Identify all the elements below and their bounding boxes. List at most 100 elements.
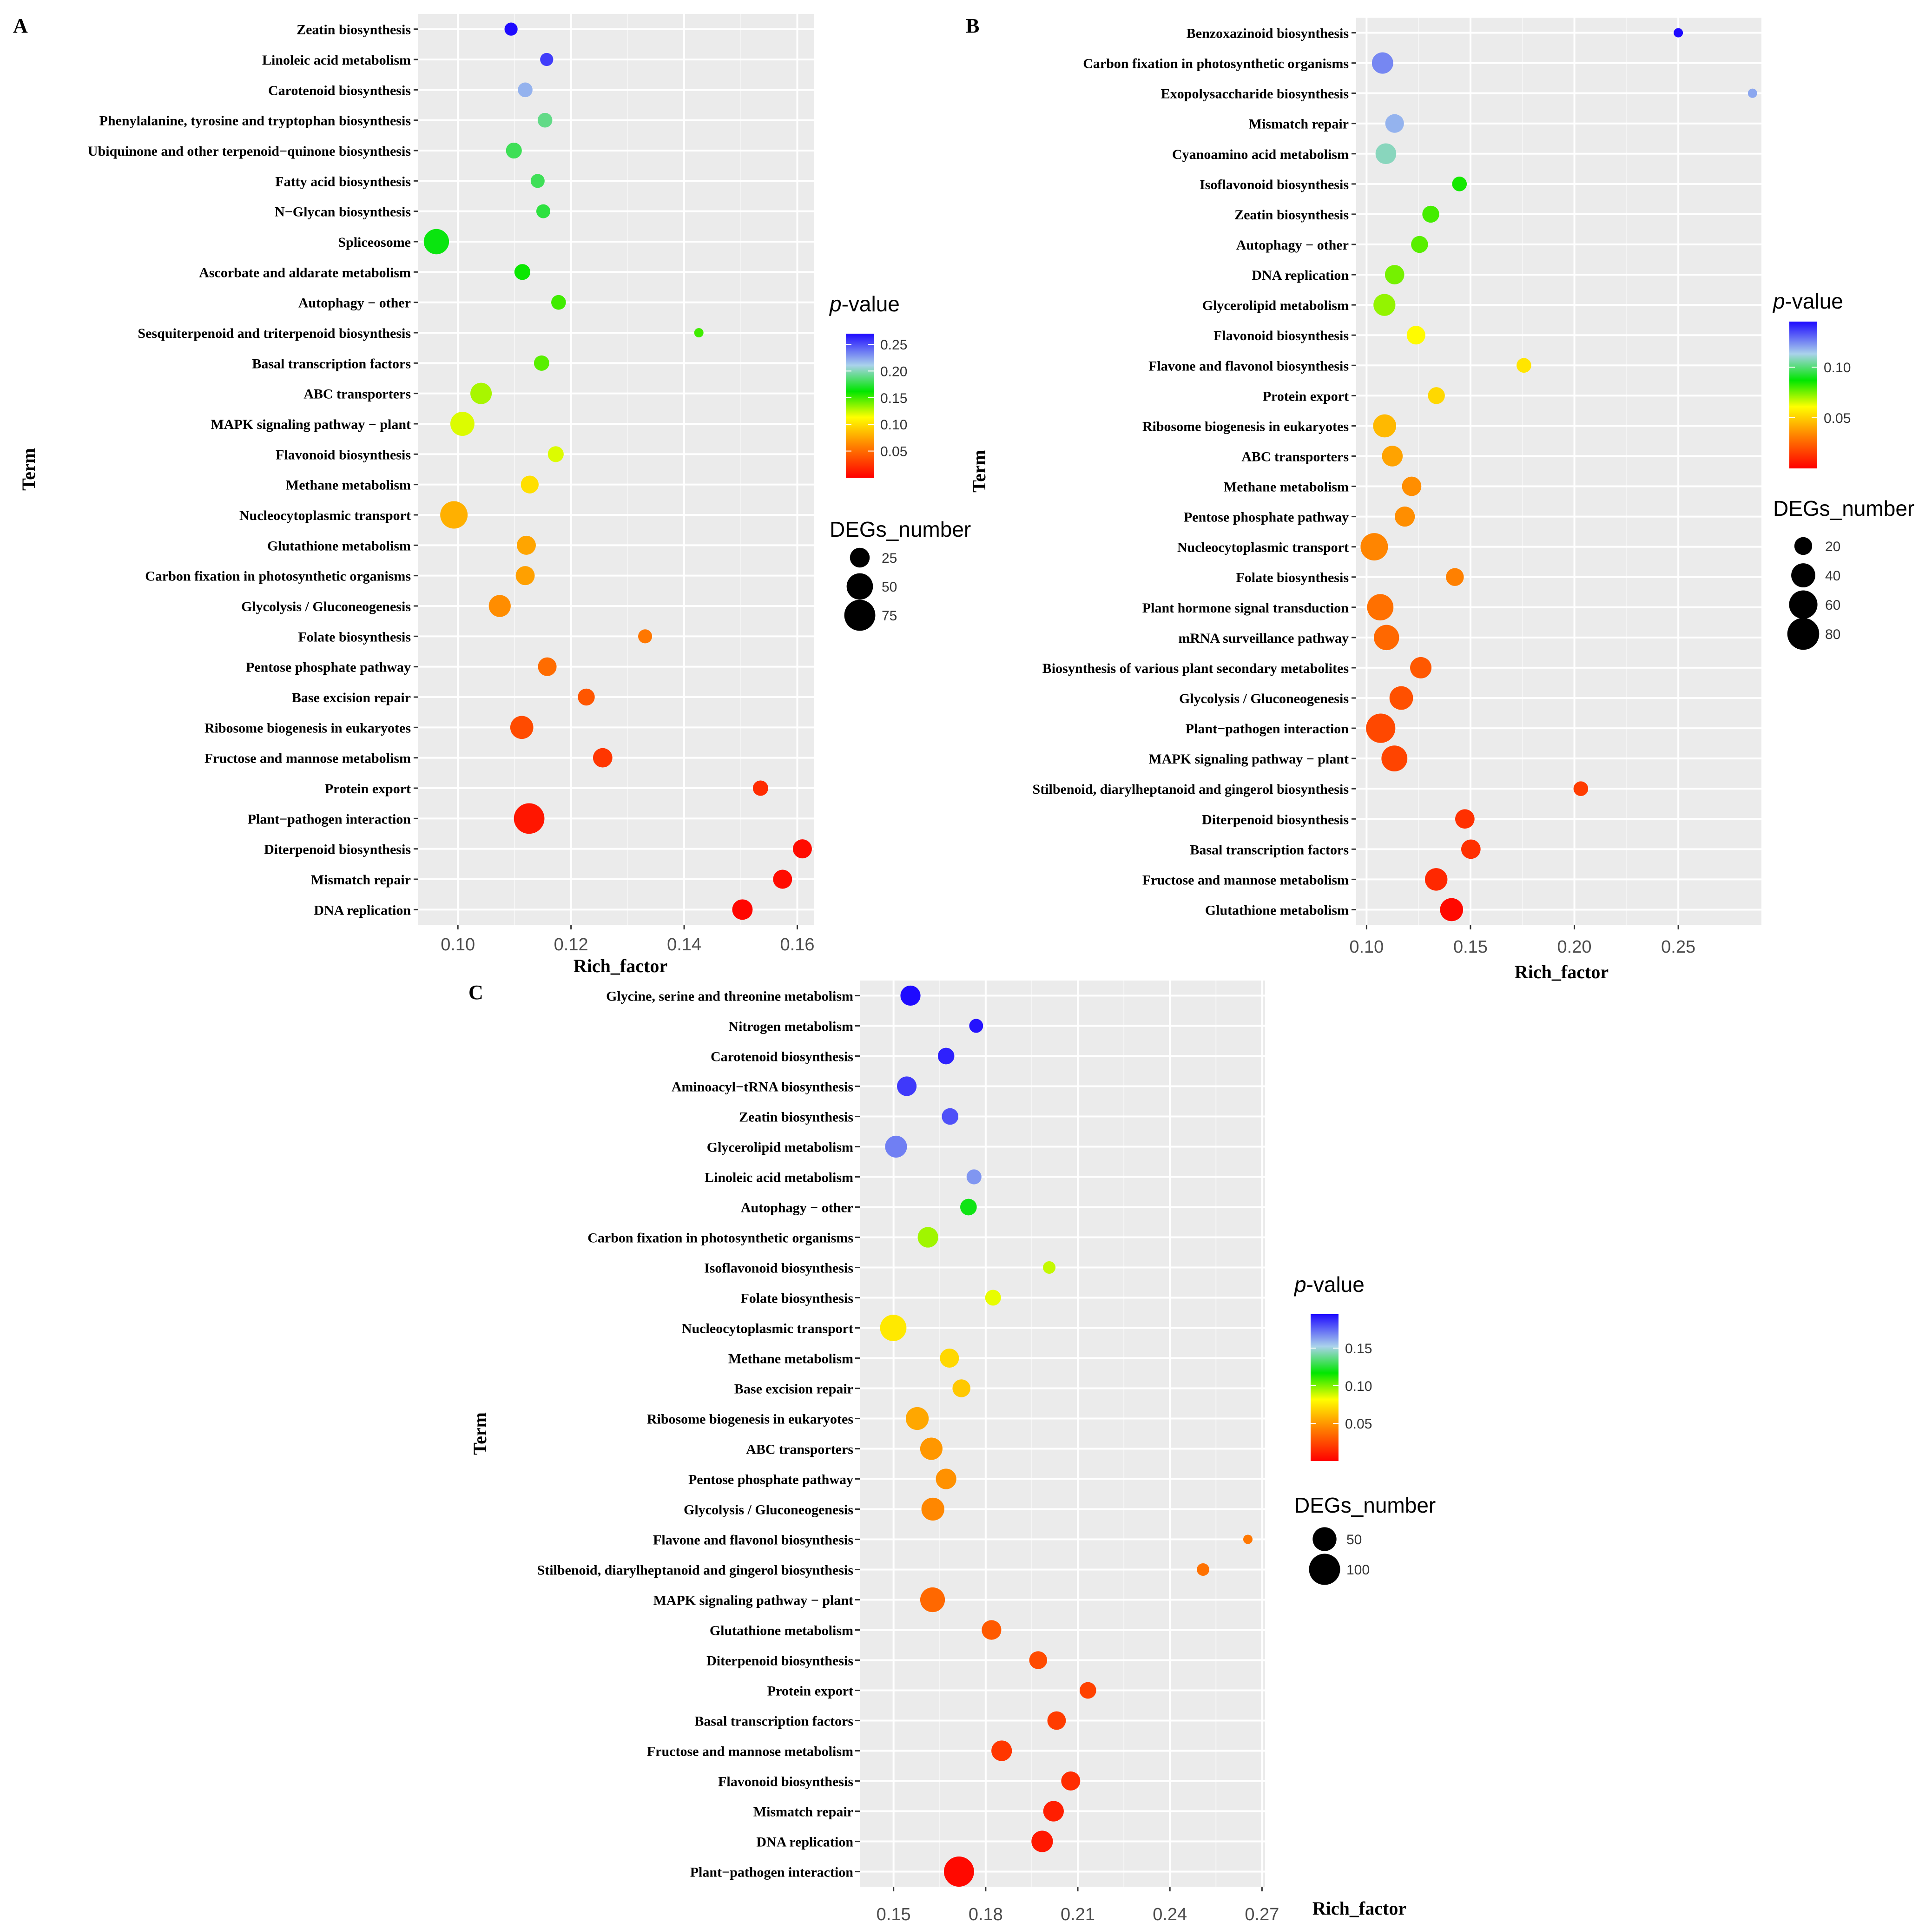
term-label: Carbon fixation in photosynthetic organi…	[145, 569, 411, 584]
pvalue-legend-title-p: p	[1293, 1272, 1306, 1297]
term-label: Fructose and mannose metabolism	[1142, 872, 1349, 888]
term-label: Folate biosynthesis	[740, 1291, 853, 1306]
data-point	[578, 688, 595, 706]
x-tick-label: 0.14	[667, 935, 701, 955]
data-point	[885, 1135, 907, 1158]
x-tick-label: 0.25	[1661, 937, 1695, 957]
term-label: Zeatin biosynthesis	[297, 22, 411, 38]
term-label: Glycine, serine and threonine metabolism	[606, 989, 853, 1004]
data-point	[1747, 88, 1757, 98]
colorbar	[846, 334, 874, 478]
data-point	[1385, 265, 1404, 284]
colorbar-tick-label: 0.15	[880, 391, 907, 406]
term-label: MAPK signaling pathway − plant	[653, 1593, 853, 1608]
data-point	[905, 1407, 929, 1430]
term-label: Carotenoid biosynthesis	[711, 1049, 853, 1065]
term-label: Isoflavonoid biosynthesis	[704, 1261, 853, 1276]
term-label: Glycerolipid metabolism	[707, 1140, 853, 1155]
y-axis-title: Term	[969, 450, 989, 493]
term-label: Linoleic acid metabolism	[705, 1170, 853, 1185]
term-label: Methane metabolism	[1224, 480, 1349, 495]
data-point	[966, 1169, 982, 1185]
term-label: Plant−pathogen interaction	[248, 811, 411, 827]
data-point	[1079, 1682, 1096, 1699]
term-label: DNA replication	[756, 1835, 853, 1850]
data-point	[1381, 745, 1408, 772]
term-label: Folate biosynthesis	[298, 629, 411, 645]
data-point	[900, 985, 921, 1006]
deg-legend-title: DEGs_number	[1294, 1493, 1436, 1517]
data-point	[1440, 898, 1464, 922]
deg-legend-label: 100	[1346, 1562, 1370, 1578]
data-point	[943, 1857, 974, 1887]
pvalue-legend-title-p: p	[829, 292, 842, 316]
deg-legend-label: 75	[882, 608, 897, 624]
data-point	[880, 1315, 907, 1341]
colorbar-tick-label: 0.05	[1345, 1416, 1372, 1432]
data-point	[1410, 657, 1432, 678]
data-point	[470, 382, 492, 404]
pvalue-legend-title-rest: -value	[1306, 1272, 1365, 1297]
term-label: Sesquiterpenoid and triterpenoid biosynt…	[138, 326, 411, 341]
data-point	[1047, 1711, 1066, 1730]
deg-legend-title: DEGs_number	[830, 517, 971, 541]
data-point	[1517, 358, 1531, 373]
term-label: Basal transcription factors	[252, 356, 411, 371]
data-point	[1367, 594, 1394, 621]
x-tick-label: 0.16	[780, 935, 815, 955]
deg-legend-dot	[846, 573, 873, 600]
term-label: Cyanoamino acid metabolism	[1172, 147, 1349, 162]
data-point	[1674, 28, 1683, 38]
deg-legend-dot	[1791, 563, 1815, 587]
term-label: Mismatch repair	[1249, 117, 1349, 132]
term-label: Autophagy − other	[298, 296, 411, 311]
term-label: Flavonoid biosynthesis	[1213, 328, 1349, 343]
term-label: Basal transcription factors	[1190, 842, 1349, 857]
term-label: Flavonoid biosynthesis	[276, 447, 411, 462]
plot-background	[860, 981, 1265, 1887]
term-label: Biosynthesis of various plant secondary …	[1042, 661, 1349, 676]
colorbar-tick-label: 0.15	[1345, 1341, 1372, 1356]
colorbar-tick-label: 0.10	[1824, 360, 1851, 375]
data-point	[540, 53, 554, 66]
deg-legend-label: 20	[1825, 539, 1840, 554]
data-point	[937, 1047, 955, 1065]
panel-c: C 0.15 0.18 0.21 0.24 0.27 Glycine, serine and…	[468, 981, 1436, 1924]
pvalue-legend-title: p-value	[1772, 289, 1843, 313]
pvalue-legend-title: p-value	[1293, 1272, 1365, 1297]
term-label: Fatty acid biosynthesis	[275, 174, 411, 189]
x-tick-label: 0.20	[1557, 937, 1592, 957]
data-point	[551, 295, 566, 310]
term-label: Flavonoid biosynthesis	[718, 1774, 853, 1790]
data-point	[969, 1019, 983, 1033]
data-point	[1375, 143, 1397, 165]
data-point	[1406, 326, 1425, 345]
term-label: Autophagy − other	[741, 1200, 853, 1216]
colorbar-tick-label: 0.20	[880, 364, 907, 379]
data-point	[921, 1497, 944, 1521]
term-label: ABC transporters	[1241, 449, 1349, 464]
plot-background	[418, 14, 814, 925]
term-label: Mismatch repair	[753, 1804, 853, 1820]
data-point	[514, 803, 545, 834]
pvalue-legend-title-p: p	[1772, 289, 1785, 313]
term-label: Glutathione metabolism	[1205, 902, 1349, 918]
term-label: Plant−pathogen interaction	[1186, 721, 1349, 737]
data-point	[1389, 686, 1413, 710]
term-label: Zeatin biosynthesis	[739, 1110, 853, 1125]
panel-b: B 0.10 0.15 0.20 0.25 Benzoxazinoid biosynthe…	[966, 14, 1914, 982]
data-point	[792, 839, 812, 859]
data-point	[534, 355, 549, 371]
term-label: Ribosome biogenesis in eukaryotes	[647, 1412, 853, 1427]
x-tick-label: 0.27	[1245, 1905, 1279, 1924]
colorbar	[1789, 322, 1817, 468]
term-label: Mismatch repair	[311, 872, 411, 888]
data-point	[1424, 868, 1448, 891]
panel-letter: A	[13, 14, 28, 37]
term-label: Phenylalanine, tyrosine and tryptophan b…	[99, 113, 411, 129]
data-point	[1461, 839, 1481, 859]
data-point	[440, 501, 468, 529]
term-label: Nucleocytoplasmic transport	[239, 508, 411, 523]
colorbar	[1311, 1314, 1339, 1461]
colorbar-tick-label: 0.05	[880, 444, 907, 460]
